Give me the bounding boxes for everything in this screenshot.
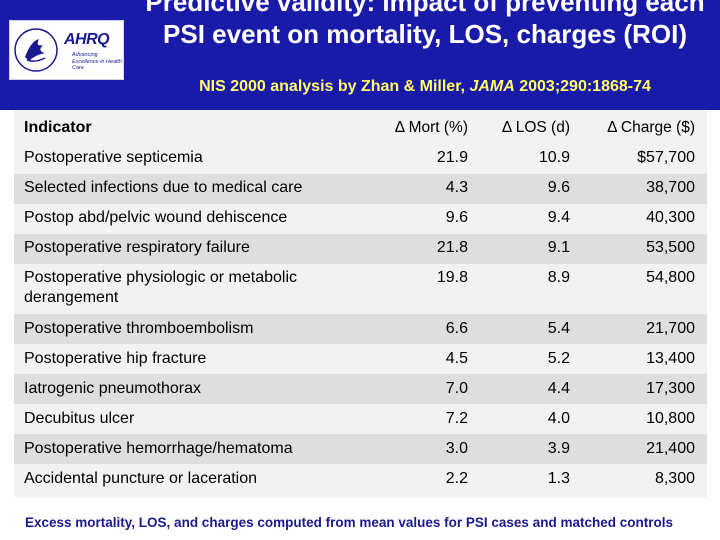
indicator-cell: Postoperative physiologic or metabolic d… <box>24 269 298 306</box>
indicator-cell: Postoperative hip fracture <box>24 350 207 367</box>
indicator-cell: Iatrogenic pneumothorax <box>24 380 201 397</box>
charge-cell: 10,800 <box>646 410 695 427</box>
mort-cell: 21.9 <box>436 149 468 166</box>
table-header-row: Indicator Δ Mort (%) Δ LOS (d) Δ Charge … <box>14 110 707 144</box>
mort-cell: 9.6 <box>445 209 468 226</box>
los-cell: 9.6 <box>547 179 570 196</box>
charge-cell: 17,300 <box>646 380 695 397</box>
mort-cell: 19.8 <box>436 269 468 286</box>
header-charge: Δ Charge ($) <box>607 119 695 136</box>
table-row: Postoperative hemorrhage/hematoma 3.0 3.… <box>14 434 707 464</box>
table-row: Postoperative hip fracture 4.5 5.2 13,40… <box>14 344 707 374</box>
indicator-cell: Postoperative respiratory failure <box>24 239 250 256</box>
los-cell: 5.2 <box>547 350 570 367</box>
indicator-cell: Postoperative septicemia <box>24 149 203 166</box>
table-row: Postoperative physiologic or metabolic d… <box>14 264 707 314</box>
ahrq-wordmark: AHRQ <box>64 31 110 48</box>
table-row: Postoperative thromboembolism 6.6 5.4 21… <box>14 314 707 344</box>
ahrq-tagline: Advancing Excellence in Health Care <box>72 52 122 71</box>
mort-cell: 3.0 <box>445 440 468 457</box>
table-row: Decubitus ulcer 7.2 4.0 10,800 <box>14 404 707 434</box>
mort-cell: 21.8 <box>436 239 468 256</box>
slide-title: Predictive validity: Impact of preventin… <box>145 0 705 49</box>
psi-impact-table: Indicator Δ Mort (%) Δ LOS (d) Δ Charge … <box>14 110 707 497</box>
subtitle-journal: JAMA <box>469 78 515 95</box>
los-cell: 1.3 <box>547 470 570 487</box>
mort-cell: 7.2 <box>445 410 468 427</box>
ahrq-logo: AHRQ Advancing Excellence in Health Care <box>9 20 124 80</box>
mort-cell: 4.3 <box>445 179 468 196</box>
los-cell: 10.9 <box>538 149 570 166</box>
table-row: Postoperative respiratory failure 21.8 9… <box>14 234 707 264</box>
los-cell: 3.9 <box>547 440 570 457</box>
subtitle-suffix: 2003;290:1868-74 <box>514 78 651 95</box>
indicator-cell: Postoperative hemorrhage/hematoma <box>24 440 293 457</box>
subtitle-prefix: NIS 2000 analysis by Zhan & Miller, <box>199 78 470 95</box>
indicator-cell: Decubitus ulcer <box>24 410 135 427</box>
charge-cell: 8,300 <box>654 470 695 487</box>
hhs-eagle-icon <box>14 28 58 72</box>
los-cell: 8.9 <box>547 269 570 286</box>
charge-cell: 13,400 <box>646 350 695 367</box>
charge-cell: 21,400 <box>646 440 695 457</box>
mort-cell: 7.0 <box>445 380 468 397</box>
indicator-cell: Selected infections due to medical care <box>24 179 303 196</box>
slide-header: AHRQ Advancing Excellence in Health Care… <box>0 0 720 110</box>
los-cell: 4.4 <box>547 380 570 397</box>
mort-cell: 4.5 <box>445 350 468 367</box>
charge-cell: 21,700 <box>646 320 695 337</box>
table-row: Selected infections due to medical care … <box>14 174 707 204</box>
los-cell: 9.1 <box>547 239 570 256</box>
table-row: Accidental puncture or laceration 2.2 1.… <box>14 464 707 497</box>
header-indicator: Indicator <box>24 119 92 136</box>
slide-subtitle: NIS 2000 analysis by Zhan & Miller, JAMA… <box>140 78 710 96</box>
table-row: Postop abd/pelvic wound dehiscence 9.6 9… <box>14 204 707 234</box>
los-cell: 4.0 <box>547 410 570 427</box>
indicator-cell: Postop abd/pelvic wound dehiscence <box>24 209 288 226</box>
footnote: Excess mortality, LOS, and charges compu… <box>25 515 673 530</box>
los-cell: 5.4 <box>547 320 570 337</box>
indicator-cell: Postoperative thromboembolism <box>24 320 254 337</box>
charge-cell: 40,300 <box>646 209 695 226</box>
charge-cell: $57,700 <box>637 149 695 166</box>
charge-cell: 38,700 <box>646 179 695 196</box>
charge-cell: 54,800 <box>646 269 695 286</box>
indicator-cell: Accidental puncture or laceration <box>24 470 258 487</box>
header-los: Δ LOS (d) <box>501 119 570 136</box>
charge-cell: 53,500 <box>646 239 695 256</box>
mort-cell: 2.2 <box>445 470 468 487</box>
table-row: Postoperative septicemia 21.9 10.9 $57,7… <box>14 144 707 174</box>
los-cell: 9.4 <box>547 209 570 226</box>
header-mort: Δ Mort (%) <box>394 119 468 136</box>
table-row: Iatrogenic pneumothorax 7.0 4.4 17,300 <box>14 374 707 404</box>
mort-cell: 6.6 <box>445 320 468 337</box>
